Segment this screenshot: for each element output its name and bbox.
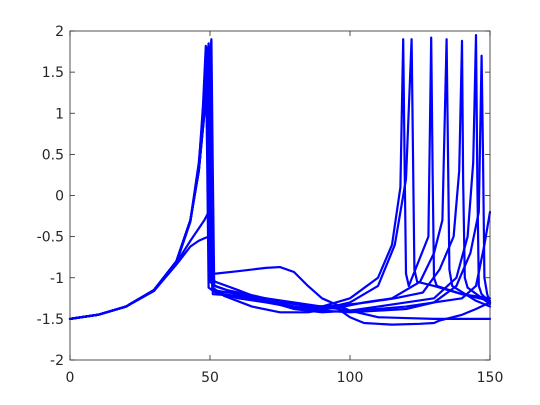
series-line-1 [68,38,492,320]
y-tick-label: -0.5 [37,230,64,246]
x-tick-label: 100 [337,370,364,386]
series-line-5 [68,34,492,320]
series-line-4 [68,38,492,320]
y-tick-label: -2 [50,353,64,369]
series-line-2 [68,36,492,320]
y-tick-label: 1 [55,106,64,122]
y-tick-label: 1.5 [42,65,64,81]
y-tick-label: 0.5 [42,147,64,163]
plot-frame [69,30,491,361]
x-axis: 0 50 100 150 [66,31,504,386]
series-line-6 [68,42,492,320]
x-tick-label: 50 [201,370,219,386]
series-line-8 [68,210,492,320]
x-tick-label: 0 [66,370,75,386]
y-tick-label: 2 [55,24,64,40]
y-tick-label: -1 [50,271,64,287]
series-lines [68,34,492,326]
y-axis: -2 -1.5 -1 -0.5 0 0.5 1 1.5 2 [37,24,490,369]
y-tick-label: -1.5 [37,312,64,328]
series-line-3 [68,38,492,320]
y-tick-label: 0 [55,189,64,205]
series-line-9 [68,50,492,326]
x-tick-label: 150 [477,370,504,386]
